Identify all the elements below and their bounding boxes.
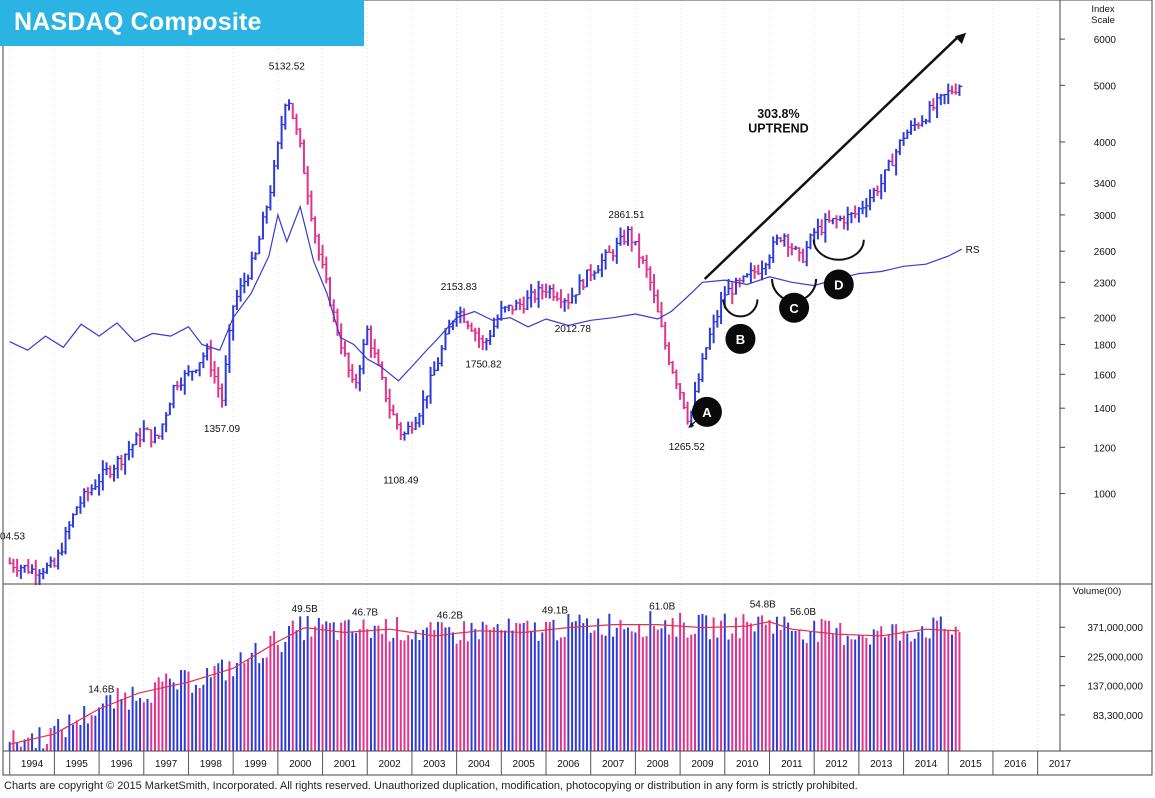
- x-axis-tick-label: 2011: [781, 759, 803, 770]
- pattern-marker-label: B: [736, 332, 745, 347]
- price-y-tick-label: 1400: [1094, 404, 1117, 415]
- x-axis-tick-label: 2008: [647, 759, 670, 770]
- volume-y-tick-label: 225,000,000: [1087, 653, 1143, 664]
- copyright-notice: Charts are copyright © 2015 MarketSmith,…: [4, 780, 858, 792]
- price-y-tick-label: 4000: [1094, 138, 1117, 149]
- price-y-tick-label: 1000: [1094, 490, 1117, 501]
- price-annotation: 2153.83: [441, 282, 478, 293]
- x-axis-tick-label: 1995: [66, 759, 89, 770]
- price-y-tick-label: 2600: [1094, 247, 1117, 258]
- pattern-marker-a: [691, 396, 722, 427]
- price-y-tick-label: 2300: [1094, 278, 1117, 289]
- x-axis-tick-label: 2002: [378, 759, 401, 770]
- x-axis: 1994 1995 1996 1997 1998 1999 2000 2001 2002 2003…: [9, 751, 1072, 775]
- uptrend-label: 303.8%: [757, 107, 799, 121]
- x-axis-tick-label: 1999: [244, 759, 267, 770]
- price-annotation: 2861.51: [608, 210, 645, 221]
- rs-line: [9, 204, 962, 382]
- price-y-axis-title-line1: Index: [1091, 4, 1114, 15]
- uptrend-arrow-head: [954, 32, 967, 44]
- rs-line-label: RS: [966, 245, 980, 256]
- x-axis-tick-label: 2007: [602, 759, 625, 770]
- price-annotation: 1265.52: [669, 442, 706, 453]
- price-y-axis-title-line2: Scale: [1091, 15, 1115, 26]
- price-annotation: 2012.78: [555, 324, 592, 335]
- axes: 1000 1200 1400 1600 1800 2000 2300 2600 3000 3400…: [2, 0, 1153, 776]
- price-annotation: 804.53: [0, 532, 25, 543]
- cup-arc: [812, 239, 865, 261]
- x-axis-tick-label: 2013: [870, 759, 893, 770]
- price-annotation: 5132.52: [269, 62, 306, 73]
- price-annotations: 804.53 1357.09 5132.52 1108.49 2153.83 1750.8…: [0, 32, 967, 543]
- price-annotation: 1108.49: [383, 475, 419, 486]
- volume-annotation: 46.2B: [437, 611, 463, 622]
- price-y-tick-label: 3000: [1094, 211, 1117, 222]
- pattern-marker-label: C: [789, 301, 799, 316]
- x-axis-tick-label: 1997: [155, 759, 178, 770]
- volume-annotation: 49.1B: [542, 606, 568, 617]
- x-axis-tick-label: 2010: [736, 759, 759, 770]
- price-annotation: 1357.09: [204, 424, 241, 435]
- x-axis-tick-label: 2017: [1049, 759, 1072, 770]
- x-axis-tick-label: 2004: [468, 759, 491, 770]
- price-y-tick-label: 6000: [1094, 35, 1117, 46]
- volume-annotations: 14.6B 49.5B 46.7B 46.2B 49.1B 61.0B 54.8B 56.0B: [88, 600, 816, 696]
- uptrend-arrow-shaft: [703, 35, 960, 280]
- price-y-tick-label: 1200: [1094, 443, 1117, 454]
- price-y-tick-label: 1600: [1094, 370, 1117, 381]
- x-axis-tick-label: 2016: [1004, 759, 1027, 770]
- volume-y-tick-label: 83,300,000: [1093, 711, 1143, 722]
- pattern-marker-b: [725, 323, 756, 354]
- x-axis-tick-label: 2014: [915, 759, 938, 770]
- volume-annotation: 46.7B: [352, 607, 378, 618]
- chart-title: NASDAQ Composite: [14, 8, 262, 36]
- volume-annotation: 56.0B: [790, 607, 816, 618]
- x-axis-tick-label: 2001: [334, 759, 357, 770]
- volume-bars: [8, 611, 961, 751]
- chart-frame: [2, 0, 1153, 776]
- x-axis-tick-label: 1996: [110, 759, 133, 770]
- x-axis-tick-label: 2006: [557, 759, 580, 770]
- cup-arc: [722, 299, 759, 318]
- price-y-tick-label: 3400: [1094, 179, 1117, 190]
- volume-annotation: 14.6B: [88, 685, 114, 696]
- price-annotation: 1750.82: [465, 359, 502, 370]
- price-y-tick-label: 1800: [1094, 340, 1117, 351]
- pattern-marker-d: [823, 269, 854, 300]
- x-axis-tick-label: 1994: [21, 759, 44, 770]
- volume-y-axis-title: Volume(00): [1073, 586, 1122, 597]
- volume-annotation: 54.8B: [750, 600, 776, 611]
- x-axis-tick-label: 2005: [513, 759, 536, 770]
- pattern-marker-c: [779, 292, 810, 323]
- pattern-marker-label: D: [834, 278, 843, 293]
- title-banner: NASDAQ Composite: [0, 0, 364, 46]
- pattern-marker-label: A: [702, 405, 712, 420]
- volume-annotation: 61.0B: [649, 601, 675, 612]
- rs-line-layer: RS: [9, 204, 980, 382]
- price-y-tick-label: 2000: [1094, 314, 1117, 325]
- x-axis-tick-label: 2000: [289, 759, 312, 770]
- volume-annotation: 49.5B: [292, 604, 318, 615]
- x-axis-tick-label: 2012: [825, 759, 848, 770]
- uptrend-label: UPTREND: [748, 122, 808, 136]
- x-axis-tick-label: 2015: [959, 759, 982, 770]
- volume-y-tick-label: 137,000,000: [1087, 682, 1143, 693]
- price-y-tick-label: 5000: [1094, 81, 1117, 92]
- x-axis-tick-label: 1998: [200, 759, 223, 770]
- price-bars: [8, 83, 963, 586]
- x-axis-tick-label: 2003: [423, 759, 446, 770]
- x-axis-tick-label: 2009: [691, 759, 714, 770]
- low-pointer-head: [688, 422, 695, 428]
- volume-y-tick-label: 371,000,000: [1087, 623, 1143, 634]
- volume-moving-average: [9, 621, 960, 745]
